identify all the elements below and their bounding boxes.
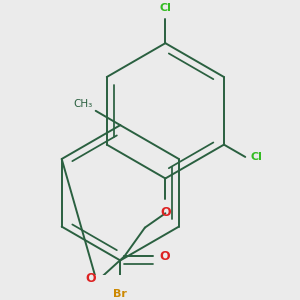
Text: Cl: Cl [159,4,171,14]
Text: O: O [85,272,96,285]
Text: Cl: Cl [250,152,262,162]
Text: CH₃: CH₃ [74,99,93,109]
Text: O: O [160,206,171,219]
Text: O: O [159,250,170,263]
Text: Br: Br [113,289,127,299]
